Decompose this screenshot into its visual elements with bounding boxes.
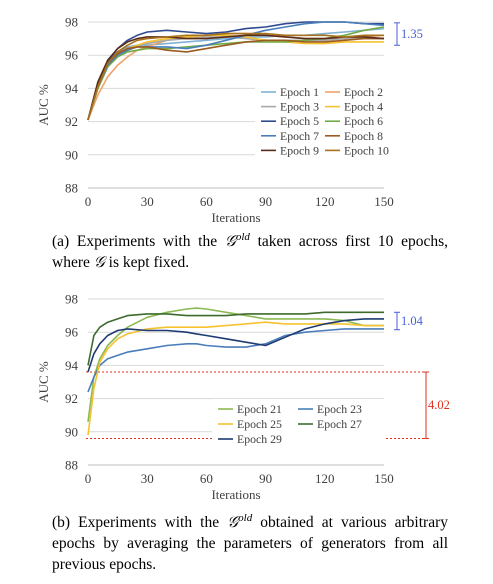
legend-label: Epoch 7 bbox=[280, 129, 319, 143]
y-tick-label: 90 bbox=[65, 424, 78, 439]
x-tick-label: 150 bbox=[374, 194, 394, 209]
legend-label: Epoch 8 bbox=[344, 129, 383, 143]
x-tick-label: 90 bbox=[259, 194, 272, 209]
x-tick-label: 60 bbox=[200, 194, 213, 209]
x-axis-title: Iterations bbox=[211, 487, 260, 502]
legend-label: Epoch 3 bbox=[280, 100, 319, 114]
legend-label: Epoch 25 bbox=[237, 417, 282, 431]
x-tick-label: 90 bbox=[259, 471, 272, 486]
y-tick-label: 94 bbox=[65, 81, 79, 96]
legend-label: Epoch 21 bbox=[237, 402, 282, 416]
legend-label: Epoch 9 bbox=[280, 143, 319, 157]
x-tick-label: 0 bbox=[85, 471, 92, 486]
series-line bbox=[87, 21, 385, 121]
chart-a: 88 90 92 94 96 98 0 30 60 90 120 150 Iterations AUC %… bbox=[36, 15, 423, 226]
x-axis-title: Iterations bbox=[211, 210, 260, 225]
legend-label: Epoch 1 bbox=[280, 85, 319, 99]
y-tick-label: 88 bbox=[65, 458, 78, 473]
chart-b: 88 90 92 94 96 98 0 30 60 90 120 150 Iterations AUC %… bbox=[36, 292, 450, 503]
annotation-label: 4.02 bbox=[428, 398, 450, 412]
legend-label: Epoch 6 bbox=[344, 114, 383, 128]
x-tick-label: 120 bbox=[315, 471, 335, 486]
series-line bbox=[87, 307, 384, 422]
series-line bbox=[87, 328, 384, 393]
legend-box bbox=[255, 82, 387, 161]
g-symbol: 𝒢 bbox=[227, 513, 239, 531]
x-tick-label: 30 bbox=[141, 471, 154, 486]
g-symbol: 𝒢 bbox=[224, 232, 236, 250]
y-tick-label: 92 bbox=[65, 114, 78, 129]
legend-label: Epoch 23 bbox=[317, 402, 362, 416]
y-tick-label: 88 bbox=[65, 181, 78, 196]
series-line bbox=[87, 34, 385, 121]
y-axis-title: AUC % bbox=[36, 361, 51, 403]
y-axis-title: AUC % bbox=[36, 84, 51, 126]
legend-label: Epoch 29 bbox=[237, 432, 282, 446]
y-tick-label: 96 bbox=[65, 48, 79, 63]
annotation-label: 1.04 bbox=[401, 314, 424, 328]
y-tick-label: 90 bbox=[65, 147, 78, 162]
y-tick-label: 98 bbox=[65, 15, 78, 30]
y-tick-label: 96 bbox=[65, 325, 79, 340]
g-symbol: 𝒢 bbox=[93, 253, 105, 271]
x-tick-label: 150 bbox=[374, 471, 394, 486]
series-line bbox=[87, 37, 384, 121]
x-tick-label: 120 bbox=[315, 194, 335, 209]
legend-label: Epoch 4 bbox=[344, 100, 383, 114]
superscript-old: old bbox=[235, 230, 250, 243]
series-line bbox=[87, 32, 384, 121]
x-tick-label: 60 bbox=[200, 471, 213, 486]
y-tick-label: 98 bbox=[65, 292, 78, 307]
legend-label: Epoch 5 bbox=[280, 114, 319, 128]
superscript-old: old bbox=[238, 511, 253, 524]
series-line bbox=[87, 318, 384, 373]
y-tick-label: 94 bbox=[65, 358, 79, 373]
caption-b: (b) Experiments with the 𝒢old obtained a… bbox=[52, 511, 448, 573]
legend-label: Epoch 10 bbox=[344, 143, 389, 157]
x-tick-label: 0 bbox=[85, 194, 92, 209]
legend-label: Epoch 27 bbox=[317, 417, 362, 431]
annotation-label: 1.35 bbox=[401, 27, 423, 41]
x-tick-label: 30 bbox=[141, 194, 154, 209]
series-line bbox=[87, 321, 384, 436]
series-line bbox=[87, 311, 384, 366]
y-tick-label: 92 bbox=[65, 391, 78, 406]
caption-a: (a) Experiments with the 𝒢old taken acro… bbox=[52, 230, 448, 271]
legend-label: Epoch 2 bbox=[344, 85, 383, 99]
